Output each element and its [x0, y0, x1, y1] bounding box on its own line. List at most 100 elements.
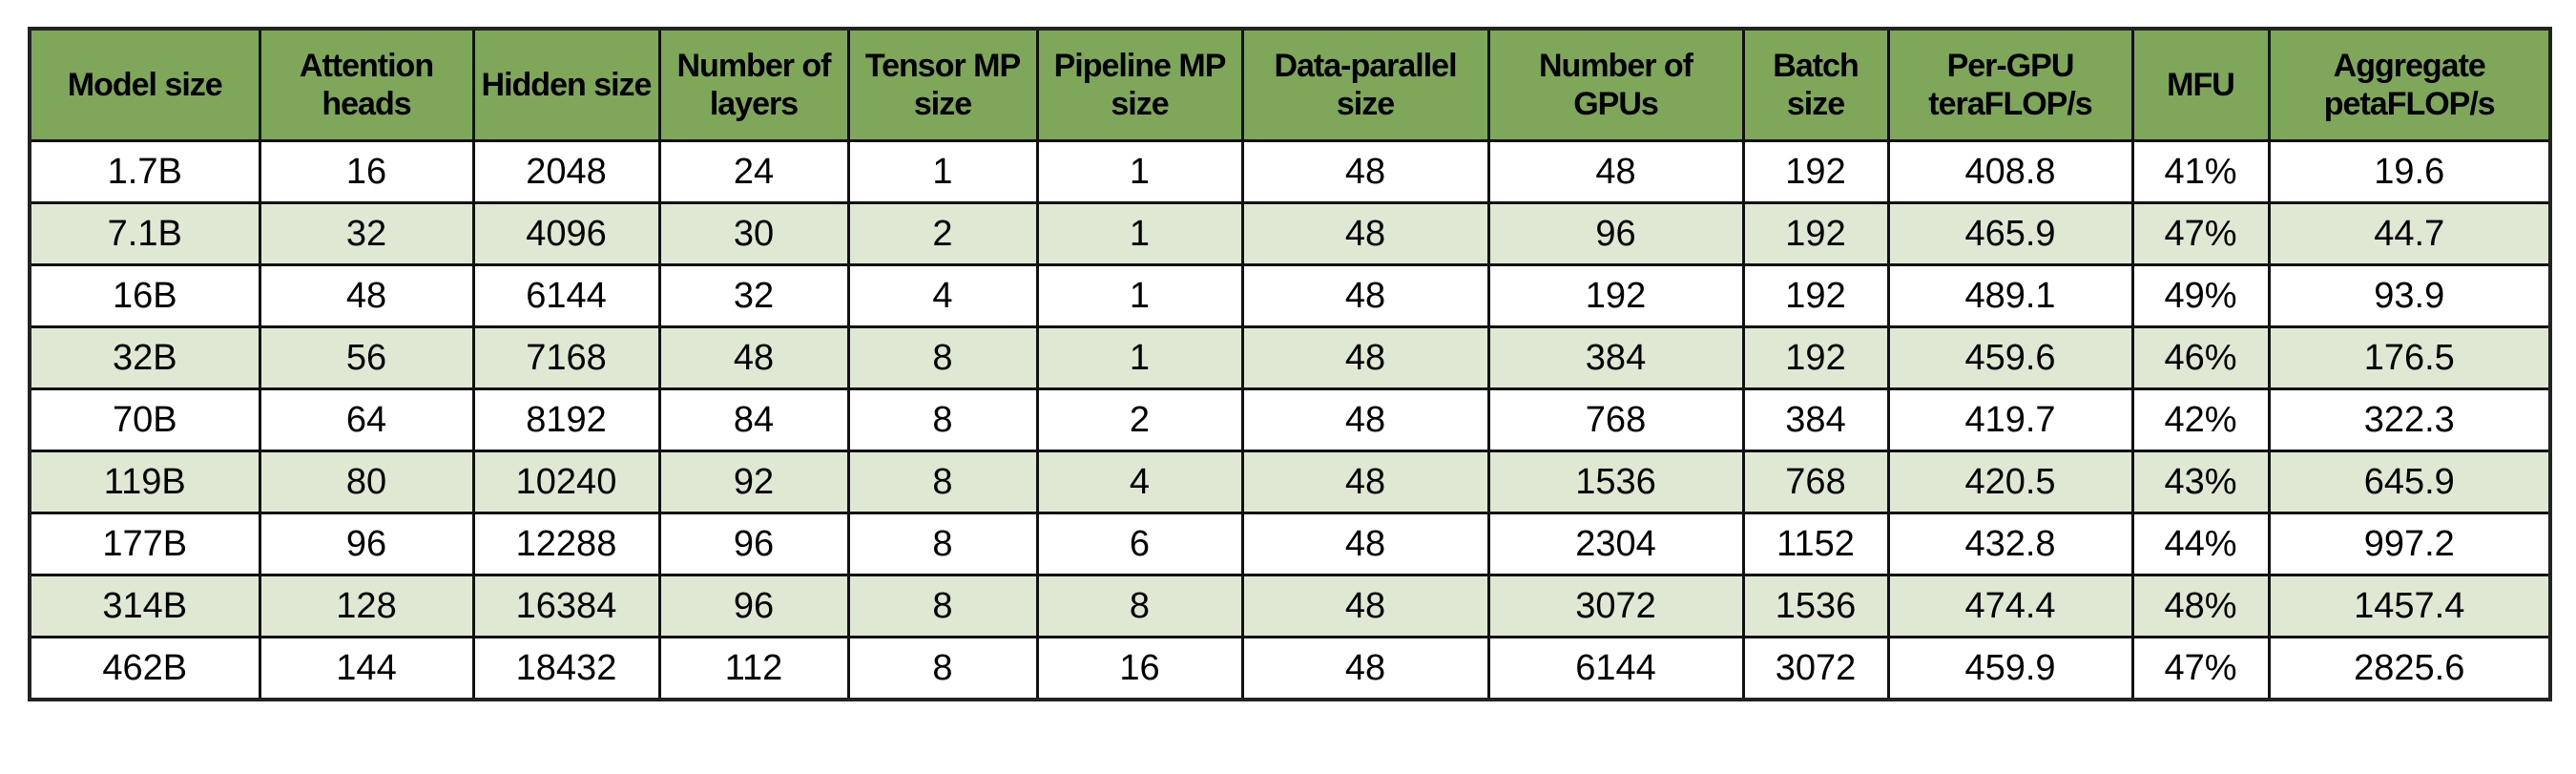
table-cell: 8	[846, 574, 1039, 638]
table-cell: 7168	[471, 325, 661, 390]
table-cell: 474.4	[1886, 574, 2134, 638]
table-cell: 12288	[471, 512, 661, 576]
table-cell: 48	[1486, 139, 1745, 204]
table-cell: 1536	[1741, 574, 1890, 638]
table-cell: 8	[846, 325, 1039, 390]
table-cell: 30	[657, 201, 850, 266]
column-header: Hidden size	[471, 27, 661, 142]
table-cell: 2	[1035, 387, 1244, 452]
table-cell: 96	[657, 574, 850, 638]
table-cell: 6144	[471, 263, 661, 328]
table-cell: 44%	[2130, 512, 2271, 576]
table-cell: 56	[258, 325, 475, 390]
table-cell: 119B	[28, 450, 261, 514]
table-cell: 47%	[2130, 201, 2271, 266]
table-cell: 4096	[471, 201, 661, 266]
table-cell: 432.8	[1886, 512, 2134, 576]
column-header: Attention heads	[258, 27, 475, 142]
table-cell: 768	[1741, 450, 1890, 514]
table-cell: 192	[1741, 139, 1890, 204]
table-cell: 8	[846, 450, 1039, 514]
table-cell: 93.9	[2267, 263, 2552, 328]
table-cell: 2048	[471, 139, 661, 204]
table-cell: 16	[1035, 636, 1244, 701]
table-cell: 16384	[471, 574, 661, 638]
table-cell: 192	[1741, 201, 1890, 266]
table-cell: 8	[846, 512, 1039, 576]
table-cell: 48	[1240, 201, 1490, 266]
table-row: 177B 96 12288 96 8 6 48 2304 1152 432.8 44% 997.2	[28, 512, 2552, 576]
table-row: 70B 64 8192 84 8 2 48 768 384 419.7 42% 322.3	[28, 387, 2552, 452]
table-cell: 1152	[1741, 512, 1890, 576]
table-cell: 384	[1741, 387, 1890, 452]
table-row: 462B 144 18432 112 8 16 48 6144 3072 459.9 47% 2825…	[28, 636, 2552, 701]
table-cell: 48	[1240, 325, 1490, 390]
table-cell: 48	[1240, 139, 1490, 204]
table-cell: 48	[1240, 387, 1490, 452]
table-cell: 48	[657, 325, 850, 390]
table-cell: 192	[1741, 325, 1890, 390]
table-cell: 1	[1035, 201, 1244, 266]
table-cell: 32B	[28, 325, 261, 390]
table-row: 314B 128 16384 96 8 8 48 3072 1536 474.4 48% 1457.4	[28, 574, 2552, 638]
table-row: 32B 56 7168 48 8 1 48 384 192 459.6 46% 176.5	[28, 325, 2552, 390]
table-cell: 96	[258, 512, 475, 576]
column-header: Model size	[28, 27, 261, 142]
table-cell: 459.9	[1886, 636, 2134, 701]
table-cell: 3072	[1741, 636, 1890, 701]
table-cell: 47%	[2130, 636, 2271, 701]
table-cell: 8	[1035, 574, 1244, 638]
table-cell: 465.9	[1886, 201, 2134, 266]
table-cell: 1	[1035, 263, 1244, 328]
table-cell: 997.2	[2267, 512, 2552, 576]
model-scaling-table: Model size Attention heads Hidden size Numb…	[28, 27, 2552, 701]
table-cell: 2	[846, 201, 1039, 266]
table-cell: 1536	[1486, 450, 1745, 514]
table-cell: 2304	[1486, 512, 1745, 576]
table-cell: 16	[258, 139, 475, 204]
table-cell: 384	[1486, 325, 1745, 390]
table-cell: 48	[1240, 636, 1490, 701]
table-cell: 177B	[28, 512, 261, 576]
table-cell: 462B	[28, 636, 261, 701]
table-cell: 48%	[2130, 574, 2271, 638]
table-cell: 4	[1035, 450, 1244, 514]
table-cell: 6144	[1486, 636, 1745, 701]
table-cell: 6	[1035, 512, 1244, 576]
table-cell: 408.8	[1886, 139, 2134, 204]
table-cell: 8	[846, 636, 1039, 701]
table-cell: 70B	[28, 387, 261, 452]
table-cell: 64	[258, 387, 475, 452]
table-cell: 96	[657, 512, 850, 576]
table-cell: 112	[657, 636, 850, 701]
table-cell: 1	[846, 139, 1039, 204]
table-cell: 768	[1486, 387, 1745, 452]
table-cell: 16B	[28, 263, 261, 328]
table-cell: 1.7B	[28, 139, 261, 204]
table-cell: 49%	[2130, 263, 2271, 328]
table-cell: 3072	[1486, 574, 1745, 638]
table-row: 119B 80 10240 92 8 4 48 1536 768 420.5 43% 645.9	[28, 450, 2552, 514]
table-cell: 18432	[471, 636, 661, 701]
column-header: Tensor MP size	[846, 27, 1039, 142]
table-cell: 48	[1240, 263, 1490, 328]
table-cell: 1457.4	[2267, 574, 2552, 638]
table-cell: 8192	[471, 387, 661, 452]
table-cell: 645.9	[2267, 450, 2552, 514]
table-cell: 489.1	[1886, 263, 2134, 328]
table-row: 16B 48 6144 32 4 1 48 192 192 489.1 49% 93.9	[28, 263, 2552, 328]
table-cell: 419.7	[1886, 387, 2134, 452]
table-cell: 42%	[2130, 387, 2271, 452]
table-cell: 32	[258, 201, 475, 266]
table-cell: 1	[1035, 325, 1244, 390]
table-cell: 144	[258, 636, 475, 701]
table-cell: 41%	[2130, 139, 2271, 204]
table-cell: 84	[657, 387, 850, 452]
table-cell: 96	[1486, 201, 1745, 266]
table-cell: 176.5	[2267, 325, 2552, 390]
table-cell: 314B	[28, 574, 261, 638]
column-header: Number of GPUs	[1486, 27, 1745, 142]
column-header: Aggregate petaFLOP/s	[2267, 27, 2552, 142]
table-cell: 92	[657, 450, 850, 514]
table-cell: 48	[1240, 450, 1490, 514]
